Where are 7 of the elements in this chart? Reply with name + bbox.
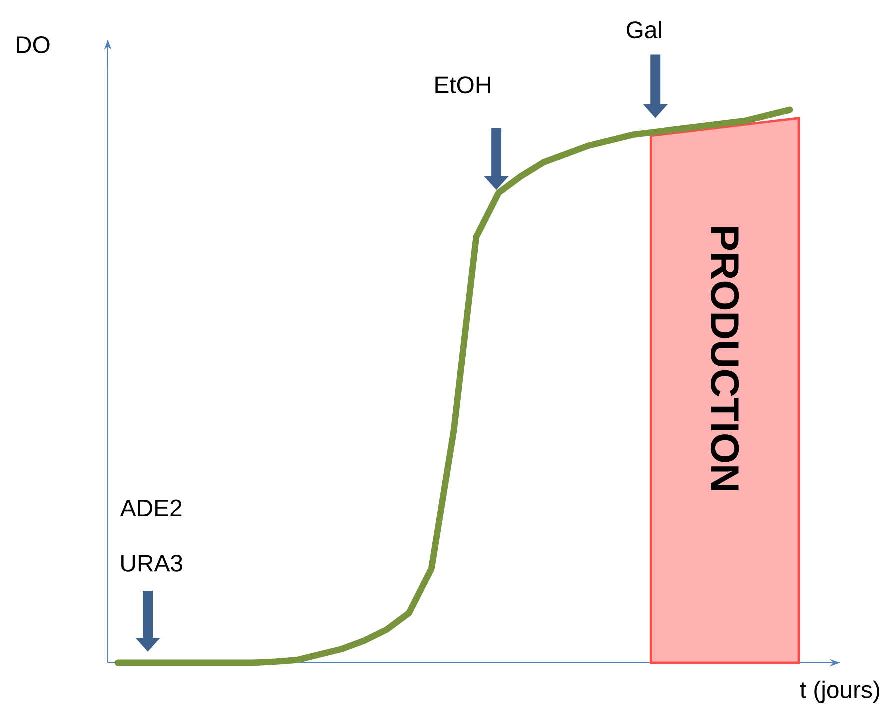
- x-axis-title: t (jours): [800, 680, 880, 704]
- annotation: PRODUCTION: [710, 228, 740, 490]
- y-axis-title: DO: [17, 36, 50, 54]
- text: Gal: [626, 21, 662, 39]
- annotation: ADE2: [120, 500, 182, 517]
- text: EtOH: [436, 76, 490, 94]
- annotation: URA3: [122, 555, 182, 572]
